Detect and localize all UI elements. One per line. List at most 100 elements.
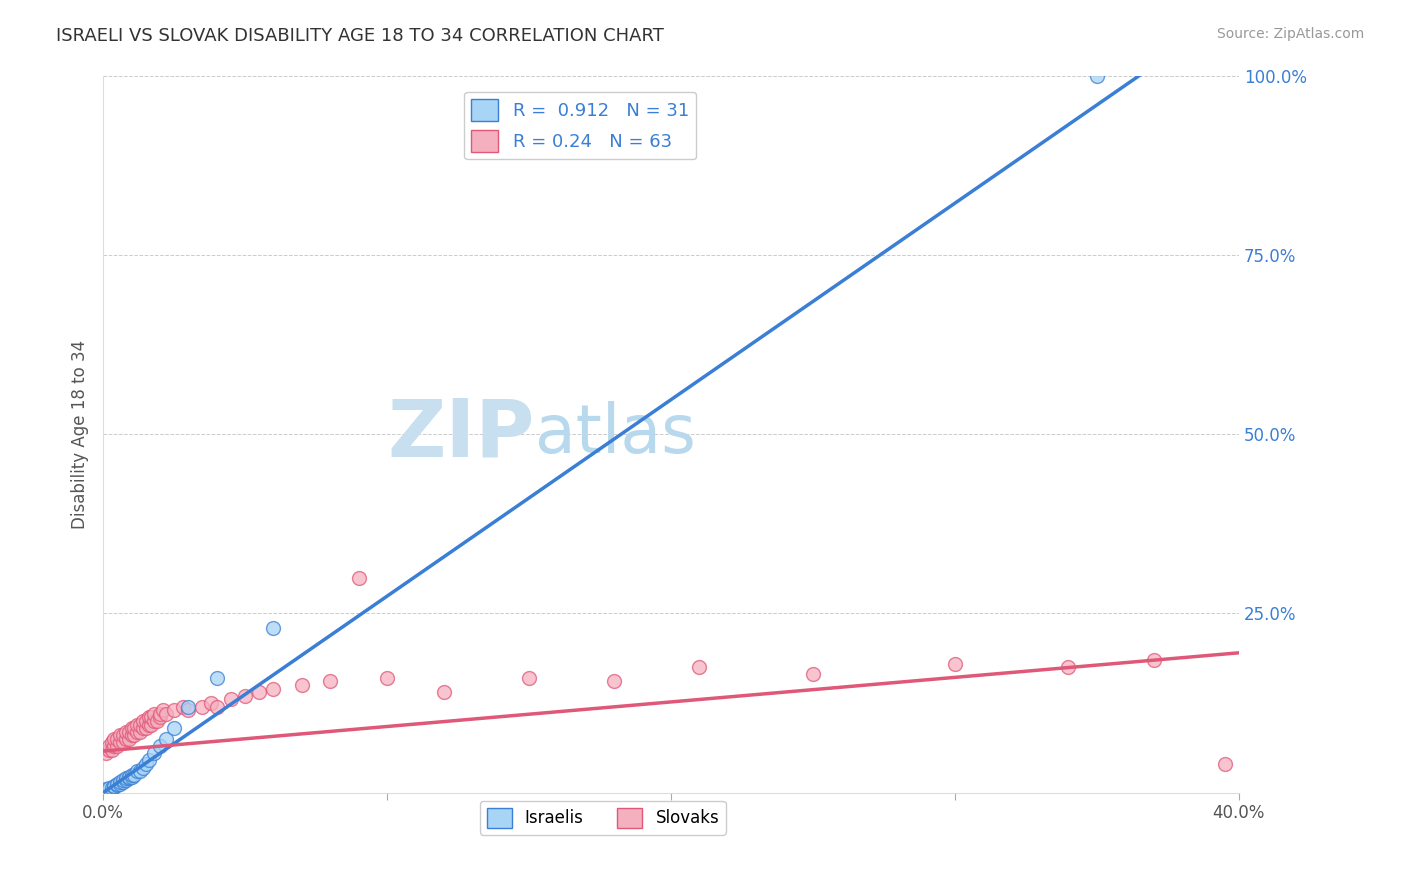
Point [129, 724, 152, 739]
Point [103, 731, 125, 746]
Point [111, 772, 134, 787]
Text: ZIP: ZIP [388, 395, 534, 473]
Y-axis label: Disability Age 18 to 34: Disability Age 18 to 34 [72, 340, 89, 529]
Point [105, 779, 128, 793]
Point [205, 699, 228, 714]
Point [111, 728, 134, 742]
Point [103, 739, 125, 753]
Point [127, 764, 149, 779]
Point [263, 621, 285, 635]
Point [1213, 756, 1236, 771]
Point [138, 753, 160, 767]
Point [1057, 660, 1080, 674]
Point [100, 780, 122, 795]
Point [97, 781, 120, 796]
Point [108, 735, 131, 749]
Point [118, 731, 141, 746]
Point [115, 731, 138, 746]
Point [1142, 653, 1164, 667]
Point [105, 739, 128, 753]
Point [146, 714, 169, 728]
Point [124, 721, 146, 735]
Point [149, 739, 172, 753]
Point [111, 735, 134, 749]
Point [155, 731, 177, 746]
Point [127, 724, 149, 739]
Point [233, 689, 256, 703]
Point [149, 706, 172, 721]
Point [138, 710, 160, 724]
Point [121, 768, 143, 782]
Point [121, 770, 143, 784]
Point [152, 703, 174, 717]
Point [97, 739, 120, 753]
Point [135, 714, 157, 728]
Point [688, 660, 710, 674]
Point [163, 703, 186, 717]
Point [141, 710, 163, 724]
Point [132, 760, 155, 774]
Point [108, 777, 131, 791]
Point [108, 728, 131, 742]
Point [118, 772, 141, 786]
Point [219, 692, 242, 706]
Point [103, 780, 125, 794]
Point [247, 685, 270, 699]
Point [138, 717, 160, 731]
Point [100, 742, 122, 756]
Point [132, 721, 155, 735]
Point [149, 710, 172, 724]
Point [163, 721, 186, 735]
Point [943, 657, 966, 671]
Point [205, 671, 228, 685]
Point [291, 678, 314, 692]
Point [517, 671, 540, 685]
Point [103, 779, 125, 793]
Point [263, 681, 285, 696]
Point [111, 775, 134, 789]
Point [115, 772, 138, 786]
Point [115, 724, 138, 739]
Point [129, 764, 152, 779]
Text: atlas: atlas [534, 401, 696, 467]
Text: ISRAELI VS SLOVAK DISABILITY AGE 18 TO 34 CORRELATION CHART: ISRAELI VS SLOVAK DISABILITY AGE 18 TO 3… [56, 27, 664, 45]
Point [121, 728, 143, 742]
Point [135, 721, 157, 735]
Point [172, 699, 194, 714]
Point [200, 696, 222, 710]
Point [319, 674, 342, 689]
Point [105, 731, 128, 746]
Point [433, 685, 456, 699]
Point [105, 777, 128, 791]
Point [177, 699, 200, 714]
Point [94, 746, 117, 760]
Point [108, 775, 131, 789]
Point [801, 667, 824, 681]
Point [118, 724, 141, 739]
Point [347, 570, 370, 584]
Point [375, 671, 398, 685]
Point [124, 728, 146, 742]
Point [115, 772, 138, 787]
Point [603, 674, 626, 689]
Point [143, 714, 166, 728]
Point [1085, 69, 1108, 83]
Legend: Israelis, Slovaks: Israelis, Slovaks [479, 801, 725, 835]
Point [118, 770, 141, 784]
Point [191, 699, 214, 714]
Point [94, 782, 117, 797]
Point [129, 717, 152, 731]
Point [127, 717, 149, 731]
Point [121, 721, 143, 735]
Point [100, 735, 122, 749]
Point [143, 746, 166, 760]
Point [97, 742, 120, 756]
Point [124, 768, 146, 782]
Point [135, 756, 157, 771]
Point [155, 706, 177, 721]
Point [143, 706, 166, 721]
Point [141, 717, 163, 731]
Point [132, 714, 155, 728]
Text: Source: ZipAtlas.com: Source: ZipAtlas.com [1216, 27, 1364, 41]
Point [177, 703, 200, 717]
